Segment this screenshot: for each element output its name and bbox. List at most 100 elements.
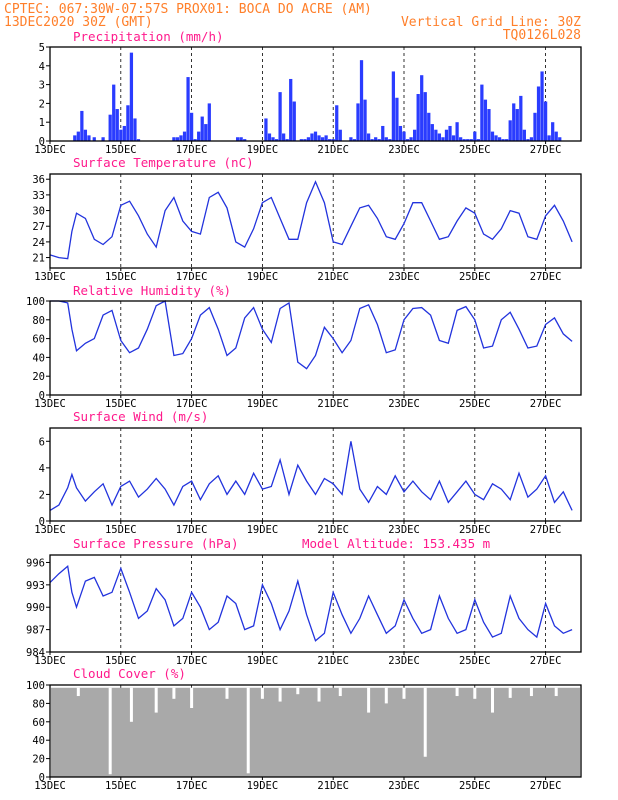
precip-bar — [526, 139, 530, 141]
cloud-dip-bar — [246, 687, 250, 774]
precip-bar — [409, 137, 413, 141]
y-tick-label: 30 — [32, 206, 45, 218]
precip-bar — [335, 105, 339, 141]
x-tick-label: 23DEC — [388, 398, 420, 410]
series-line-rh — [50, 300, 573, 370]
x-tick-label: 27DEC — [530, 398, 562, 410]
cloud-dip-bar — [338, 687, 342, 697]
precip-bar — [536, 86, 541, 141]
precip-bar — [133, 118, 137, 141]
cloud-dip-bar — [455, 687, 459, 697]
x-tick-label: 25DEC — [459, 655, 491, 667]
x-tick-label: 19DEC — [247, 655, 279, 667]
precip-bar — [313, 131, 318, 141]
y-tick-label: 5 — [39, 42, 45, 54]
panel-precip: Precipitation (mm/h) 0 1 2 3 4 5 13DEC 15DEC 17DE… — [34, 29, 582, 156]
precip-bar — [108, 114, 112, 141]
precip-bar — [193, 139, 197, 141]
precip-bar — [434, 129, 438, 141]
cloud-dip-bar — [529, 687, 533, 697]
x-tick-label: 19DEC — [247, 271, 279, 283]
precip-bar — [320, 137, 325, 141]
precip-bar — [197, 131, 201, 141]
precip-bar — [112, 84, 116, 141]
x-tick-label: 25DEC — [459, 144, 491, 156]
header-grid-note: Vertical Grid Line: 30Z — [401, 15, 581, 30]
cloud-dip-bar — [108, 687, 112, 775]
x-tick-label: 25DEC — [459, 524, 491, 536]
precip-bar — [175, 137, 180, 141]
cloud-dip-bar — [190, 687, 194, 708]
precip-bar — [423, 92, 427, 141]
precip-bar — [444, 129, 449, 141]
precip-bar — [377, 139, 381, 141]
precip-bar — [515, 109, 519, 141]
precip-bar — [427, 112, 431, 141]
precip-bar — [349, 137, 353, 141]
precip-bar — [310, 133, 314, 141]
cloud-dip-bar — [172, 687, 176, 699]
y-tick-label: 2 — [39, 98, 45, 110]
cloud-dip-bar — [278, 687, 282, 702]
precip-bar — [448, 125, 452, 141]
x-tick-label: 13DEC — [34, 655, 66, 667]
x-tick-label: 19DEC — [247, 524, 279, 536]
precip-bar — [420, 75, 424, 141]
x-tick-label: 15DEC — [105, 144, 137, 156]
x-tick-label: 21DEC — [317, 780, 349, 792]
y-tick-label: 0 — [39, 772, 45, 784]
y-tick-label: 80 — [32, 698, 45, 710]
x-tick-label: 21DEC — [317, 655, 349, 667]
panel-title-temp: Surface Temperature (nC) — [73, 155, 254, 170]
precip-bar — [285, 139, 289, 141]
y-tick-label: 24 — [32, 237, 45, 249]
panel-pres: Surface Pressure (hPa) Model Altitude: 15… — [26, 536, 582, 667]
precip-bar — [519, 95, 523, 141]
precip-bar — [533, 112, 537, 141]
cloud-dip-bar — [473, 687, 477, 699]
precip-bar — [384, 137, 388, 141]
header-line1: CPTEC: 067:30W-07:57S PROX01: BOCA DO AC… — [4, 2, 372, 17]
x-tick-label: 15DEC — [105, 524, 137, 536]
x-tick-label: 23DEC — [388, 780, 420, 792]
y-tick-label: 2 — [39, 489, 45, 501]
precip-bar — [359, 60, 364, 141]
precip-bar — [172, 137, 176, 141]
precip-bar — [391, 71, 396, 141]
precip-bar — [466, 139, 470, 141]
panels-group: Precipitation (mm/h) 0 1 2 3 4 5 13DEC 15DEC 17DE… — [26, 29, 582, 792]
precip-bar — [412, 129, 417, 141]
precip-bar — [101, 137, 105, 141]
panel-temp: Surface Temperature (nC) 21 24 27 30 33 36 13DE… — [32, 155, 582, 283]
cloud-dip-bar — [296, 687, 300, 695]
cloud-dip-bar — [384, 687, 388, 704]
header-datetime: 13DEC2020 30Z (GMT) — [4, 15, 153, 30]
panel-wind: Surface Wind (m/s) 0 2 4 6 13DEC 15DEC 17DEC 19D… — [34, 409, 582, 536]
precip-bar — [243, 139, 247, 141]
precip-bar — [239, 137, 243, 141]
precip-bar — [366, 133, 371, 141]
x-tick-label: 17DEC — [176, 398, 208, 410]
x-tick-label: 17DEC — [176, 780, 208, 792]
precip-bar — [437, 133, 442, 141]
x-tick-label: 27DEC — [530, 144, 562, 156]
precip-bar — [501, 139, 505, 141]
precip-bar — [551, 122, 555, 141]
precip-bar — [352, 139, 357, 141]
precip-bar — [83, 129, 88, 141]
plot-frame — [49, 684, 582, 778]
panel-rh: Relative Humidity (%) 0 20 40 60 80 100 13DEC 15… — [26, 283, 582, 410]
precip-bar — [289, 78, 293, 141]
plot-frame — [49, 554, 582, 653]
cloud-dip-bar — [402, 687, 406, 699]
cloud-dip-bar — [154, 687, 158, 713]
y-tick-label: 4 — [39, 61, 45, 73]
y-tick-label: 21 — [32, 253, 45, 265]
precip-bar — [388, 139, 392, 141]
x-tick-label: 13DEC — [34, 398, 66, 410]
y-tick-label: 33 — [32, 190, 45, 202]
x-tick-label: 17DEC — [176, 524, 208, 536]
y-tick-label: 60 — [32, 717, 45, 729]
x-tick-label: 15DEC — [105, 271, 137, 283]
